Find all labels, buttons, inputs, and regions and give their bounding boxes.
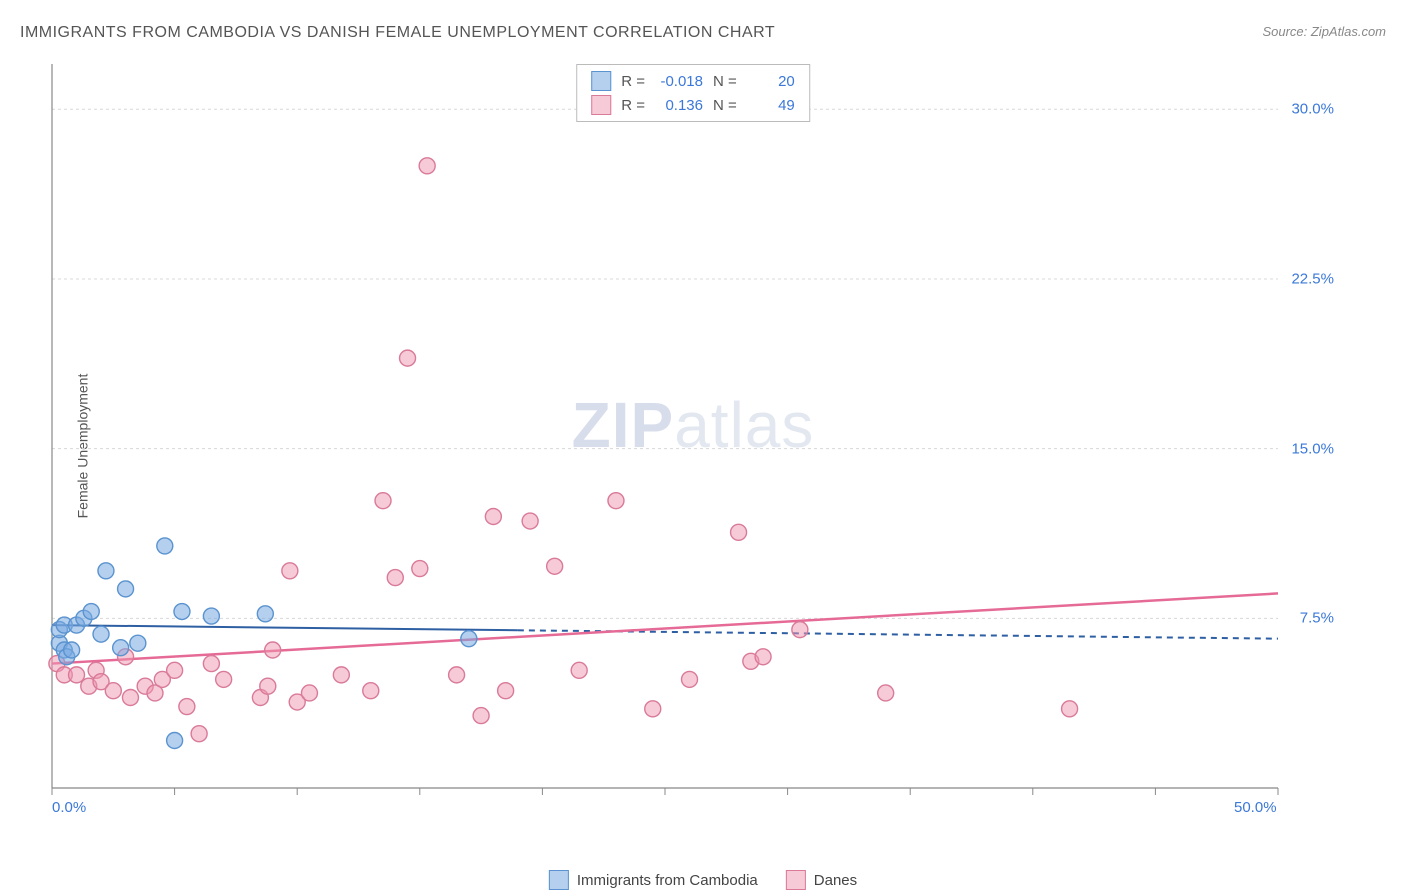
source-attribution: Source: ZipAtlas.com (1262, 24, 1386, 39)
n-label: N = (713, 97, 737, 114)
y-tick-label: 22.5% (1291, 270, 1334, 287)
bottom-legend: Immigrants from Cambodia Danes (549, 870, 857, 890)
y-tick-label: 30.0% (1291, 101, 1334, 118)
swatch-danes (591, 95, 611, 115)
x-tick-label: 0.0% (52, 799, 86, 816)
n-value-danes: 49 (747, 97, 795, 114)
legend-item-cambodia: Immigrants from Cambodia (549, 870, 758, 890)
legend-label-cambodia: Immigrants from Cambodia (577, 872, 758, 889)
n-value-cambodia: 20 (747, 73, 795, 90)
chart-area: ZIPatlas R = -0.018 N = 20 R = 0.136 N =… (48, 60, 1338, 820)
swatch-cambodia (591, 71, 611, 91)
r-label: R = (621, 97, 645, 114)
chart-title: IMMIGRANTS FROM CAMBODIA VS DANISH FEMAL… (20, 24, 775, 42)
y-tick-label: 15.0% (1291, 440, 1334, 457)
y-tick-label: 7.5% (1300, 610, 1334, 627)
scatter-plot-svg (48, 60, 1338, 820)
r-value-cambodia: -0.018 (655, 73, 703, 90)
stats-legend: R = -0.018 N = 20 R = 0.136 N = 49 (576, 64, 810, 122)
legend-label-danes: Danes (814, 872, 857, 889)
n-label: N = (713, 73, 737, 90)
stats-row-danes: R = 0.136 N = 49 (577, 93, 809, 117)
swatch-danes (786, 870, 806, 890)
x-tick-label: 50.0% (1234, 799, 1277, 816)
legend-item-danes: Danes (786, 870, 857, 890)
stats-row-cambodia: R = -0.018 N = 20 (577, 69, 809, 93)
swatch-cambodia (549, 870, 569, 890)
r-label: R = (621, 73, 645, 90)
r-value-danes: 0.136 (655, 97, 703, 114)
